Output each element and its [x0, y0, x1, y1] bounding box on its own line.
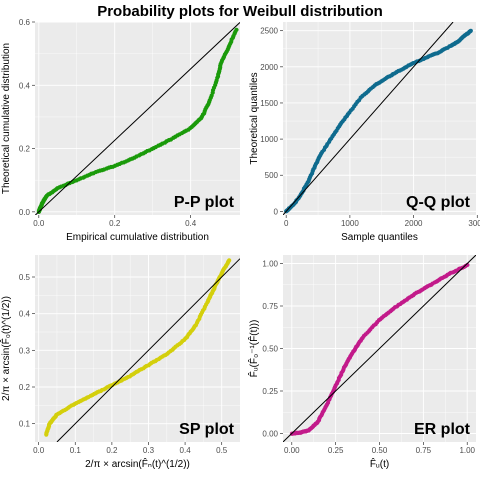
y-tick-label: 0.3 — [19, 346, 31, 355]
y-tick-label: 0.75 — [262, 302, 278, 311]
x-tick-label: 0.1 — [70, 446, 82, 455]
x-tick-label: 0.0 — [33, 219, 45, 228]
reference-line — [283, 22, 454, 215]
y-tick-label: 1500 — [260, 99, 278, 108]
x-tick-label: 0.5 — [216, 446, 228, 455]
x-tick-label: 0.2 — [106, 446, 118, 455]
x-tick-label: 0.0 — [33, 446, 45, 455]
reference-line — [35, 22, 240, 215]
y-tick-label: 0.0 — [19, 208, 31, 217]
panel-label: SP plot — [179, 421, 234, 438]
x-tick-label: 0.25 — [328, 446, 344, 455]
panel-4: 0.00 0.25 0.50 0.75 1.00 0.00 0.25 0.50 0.75 1.00… — [246, 255, 476, 470]
x-axis-label: 2/π × arcsin(F̂ₙ(t)^(1/2)) — [85, 456, 190, 470]
x-tick-label: 0.75 — [416, 446, 432, 455]
y-axis-label: 2/π × arcsin(F̂₀(t)^(1/2)) — [0, 296, 12, 401]
panel-label: P-P plot — [174, 194, 235, 211]
panel-3: 0.0 0.1 0.2 0.3 0.4 0.5 0.1 0.2 0.3 0.4 0.5 SP plot… — [0, 255, 240, 470]
data-point — [234, 27, 239, 32]
x-axis-label: Empirical cumulative distribution — [66, 232, 209, 243]
data-point — [227, 258, 232, 263]
y-tick-label: 0.4 — [19, 81, 31, 90]
panel-label: Q-Q plot — [406, 194, 471, 211]
reference-line — [283, 255, 476, 442]
x-tick-label: 0.00 — [284, 446, 300, 455]
panel-background — [35, 255, 240, 442]
x-tick-label: 1000 — [341, 219, 359, 228]
x-tick-label: 0.2 — [109, 219, 121, 228]
y-axis-label: F̂ᵤ(F̂₀⁻¹(F̂(t))) — [246, 320, 260, 378]
panel-label: ER plot — [414, 421, 471, 438]
x-tick-label: 1.00 — [459, 446, 475, 455]
y-tick-label: 0.2 — [19, 383, 31, 392]
y-tick-label: 0.6 — [19, 18, 31, 27]
y-tick-label: 0.2 — [19, 145, 31, 154]
y-tick-label: 0.50 — [262, 345, 278, 354]
x-tick-label: 0 — [284, 219, 289, 228]
y-tick-label: 1000 — [260, 135, 278, 144]
panel-1: 0.0 0.2 0.4 0.0 0.2 0.4 0.6 P-P plot Empirical c… — [1, 18, 240, 243]
x-tick-label: 0.4 — [185, 219, 197, 228]
y-tick-label: 2500 — [260, 27, 278, 36]
x-tick-label: 0.4 — [180, 446, 192, 455]
data-points — [44, 258, 232, 437]
y-axis-label: Theoretical quantiles — [249, 72, 260, 164]
y-tick-label: 1.00 — [262, 260, 278, 269]
x-tick-label: 2000 — [405, 219, 423, 228]
data-points — [289, 262, 470, 436]
y-tick-label: 0 — [274, 207, 279, 216]
x-tick-label: 0.50 — [372, 446, 388, 455]
x-tick-label: 0.3 — [143, 446, 155, 455]
data-point — [468, 28, 473, 33]
figure-title: Probability plots for Weibull distributi… — [97, 3, 383, 20]
x-axis-label: Sample quantiles — [341, 232, 418, 243]
y-tick-label: 0.5 — [19, 273, 31, 282]
panel-background — [283, 22, 476, 215]
y-tick-label: 500 — [265, 171, 279, 180]
y-tick-label: 2000 — [260, 63, 278, 72]
y-axis-label: Theoretical cumulative distribution — [1, 43, 12, 194]
y-tick-label: 0.4 — [19, 310, 31, 319]
y-tick-label: 0.1 — [19, 420, 31, 429]
x-axis-label: F̂ᵤ(t) — [370, 456, 389, 470]
reference-line — [56, 258, 240, 442]
y-tick-label: 0.25 — [262, 387, 278, 396]
y-tick-label: 0.00 — [262, 430, 278, 439]
